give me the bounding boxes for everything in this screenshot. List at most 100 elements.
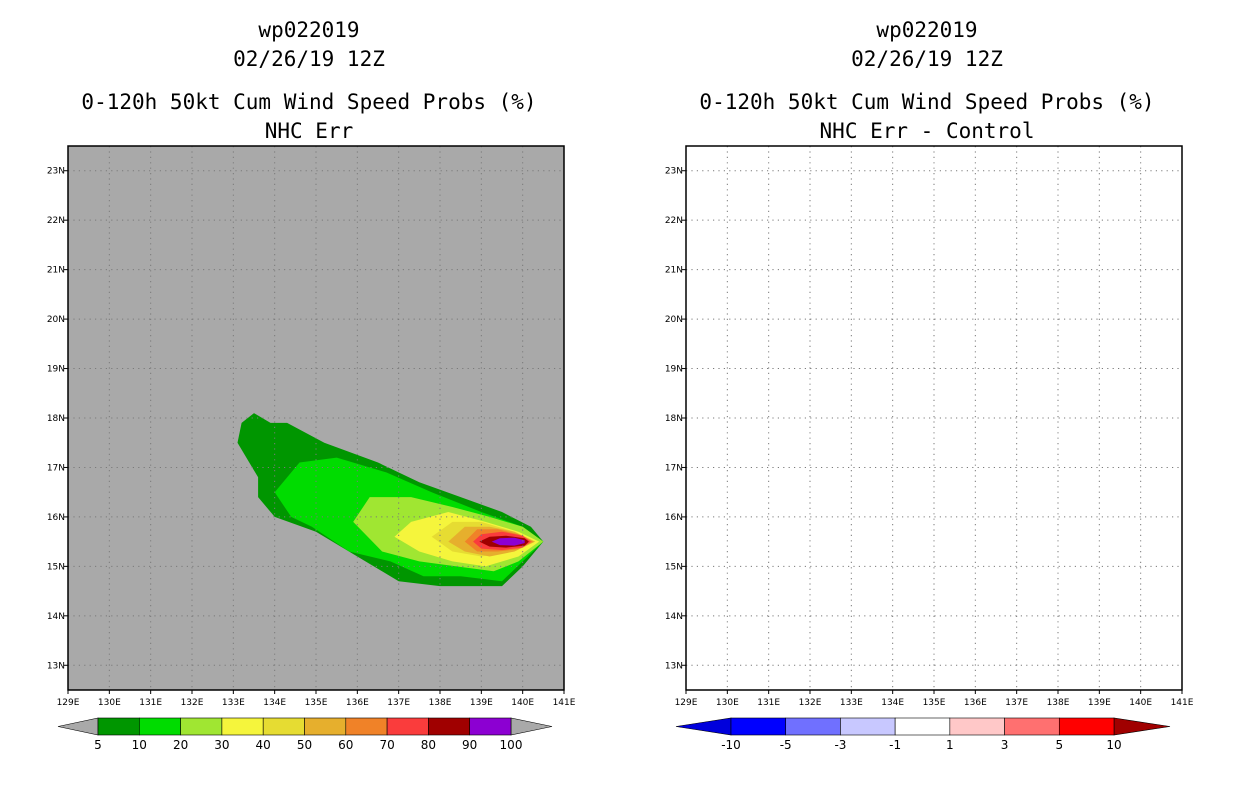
x-tick-label: 137E — [1005, 698, 1028, 708]
colorbar-swatch — [428, 717, 470, 736]
x-tick-label: 134E — [881, 698, 904, 708]
x-tick-label: 136E — [964, 698, 987, 708]
panel-left: wp022019 02/26/19 12Z 0-120h 50kt Cum Wi… — [47, 18, 576, 752]
colorbar-max-arrow — [510, 717, 553, 736]
colorbar-label: 100 — [500, 738, 523, 752]
x-tick-label: 138E — [429, 698, 452, 708]
y-tick-label: 20N — [665, 315, 683, 325]
y-tick-label: 19N — [47, 365, 65, 375]
colorbar: -10 -5 -3 -1 1 3 5 10 — [675, 717, 1171, 752]
y-tick-label: 13N — [665, 661, 683, 671]
colorbar-label: -1 — [889, 738, 901, 752]
plot-background — [68, 146, 564, 690]
x-tick-label: 136E — [346, 698, 369, 708]
y-tick-label: 17N — [665, 463, 683, 473]
x-tick-label: 138E — [1047, 698, 1070, 708]
x-tick-label: 132E — [799, 698, 822, 708]
y-tick-label: 23N — [47, 167, 65, 177]
y-tick-label: 14N — [47, 612, 65, 622]
colorbar-swatch — [840, 717, 896, 736]
colorbar-min-arrow — [675, 717, 732, 736]
colorbar-label: 1 — [946, 738, 954, 752]
x-tick-label: 139E — [470, 698, 493, 708]
x-tick-label: 129E — [675, 698, 698, 708]
chart-subtitle: NHC Err - Control — [820, 119, 1035, 143]
y-axis-ticks: 23N 22N 21N 20N 19N 18N 17N 16N 15N 14N 13N — [47, 167, 68, 671]
x-tick-label: 137E — [387, 698, 410, 708]
x-tick-label: 131E — [139, 698, 162, 708]
x-tick-label: 130E — [98, 698, 121, 708]
y-tick-label: 15N — [665, 562, 683, 572]
colorbar-swatch — [221, 717, 264, 736]
x-tick-label: 135E — [923, 698, 946, 708]
colorbar-swatch — [894, 717, 951, 736]
colorbar-label: 3 — [1001, 738, 1009, 752]
y-tick-label: 21N — [665, 266, 683, 276]
y-tick-label: 22N — [665, 216, 683, 226]
colorbar-min-arrow — [57, 717, 99, 736]
y-tick-label: 17N — [47, 463, 65, 473]
y-tick-label: 16N — [665, 513, 683, 523]
x-tick-label: 140E — [1129, 698, 1152, 708]
storm-id-label: wp022019 — [258, 18, 359, 42]
y-tick-label: 23N — [665, 167, 683, 177]
y-tick-label: 14N — [665, 612, 683, 622]
colorbar-swatch — [1058, 717, 1115, 736]
colorbar-swatch — [262, 717, 305, 736]
x-tick-label: 133E — [222, 698, 245, 708]
storm-id-label: wp022019 — [876, 18, 977, 42]
plot-background — [686, 146, 1182, 690]
y-tick-label: 20N — [47, 315, 65, 325]
colorbar-swatch — [1004, 717, 1060, 736]
colorbar-swatch — [345, 717, 388, 736]
chart-title: 0-120h 50kt Cum Wind Speed Probs (%) — [699, 90, 1154, 114]
colorbar-label: 50 — [297, 738, 312, 752]
colorbar-label: 10 — [1106, 738, 1121, 752]
colorbar-swatch — [97, 717, 140, 736]
panel-right: wp022019 02/26/19 12Z 0-120h 50kt Cum Wi… — [665, 18, 1194, 752]
x-tick-label: 134E — [263, 698, 286, 708]
y-tick-label: 18N — [665, 414, 683, 424]
colorbar-swatch — [785, 717, 841, 736]
colorbar-label: 30 — [214, 738, 229, 752]
x-tick-label: 130E — [716, 698, 739, 708]
chart-subtitle: NHC Err — [265, 119, 354, 143]
x-tick-label: 141E — [553, 698, 576, 708]
colorbar-label: 70 — [379, 738, 394, 752]
colorbar-swatch — [139, 717, 181, 736]
y-axis-ticks: 23N 22N 21N 20N 19N 18N 17N 16N 15N 14N 13N — [665, 167, 686, 671]
colorbar-swatch — [304, 717, 347, 736]
colorbar-swatch — [730, 717, 787, 736]
y-tick-label: 16N — [47, 513, 65, 523]
colorbar-swatch — [180, 717, 223, 736]
colorbar-label: 60 — [338, 738, 353, 752]
y-tick-label: 15N — [47, 562, 65, 572]
colorbar-label: -5 — [780, 738, 792, 752]
colorbar-label: 5 — [1055, 738, 1063, 752]
x-tick-label: 139E — [1088, 698, 1111, 708]
colorbar-swatch — [386, 717, 429, 736]
x-tick-label: 135E — [305, 698, 328, 708]
colorbar: 5 10 20 30 40 50 60 70 80 90 100 — [57, 717, 553, 752]
colorbar-swatch — [469, 717, 512, 736]
x-axis-ticks: 129E 130E 131E 132E 133E 134E 135E 136E 137E 138E… — [57, 690, 576, 708]
contour-90-percent — [491, 537, 525, 546]
x-tick-label: 129E — [57, 698, 80, 708]
x-axis-ticks: 129E 130E 131E 132E 133E 134E 135E 136E 137E 138E… — [675, 690, 1194, 708]
colorbar-label: 20 — [173, 738, 188, 752]
y-tick-label: 22N — [47, 216, 65, 226]
colorbar-label: 10 — [132, 738, 147, 752]
y-tick-label: 13N — [47, 661, 65, 671]
date-label: 02/26/19 12Z — [851, 47, 1003, 71]
colorbar-label: -10 — [721, 738, 741, 752]
colorbar-max-arrow — [1113, 717, 1171, 736]
colorbar-swatch — [949, 717, 1005, 736]
probability-contours — [237, 413, 544, 587]
x-tick-label: 132E — [181, 698, 204, 708]
colorbar-label: 90 — [462, 738, 477, 752]
y-tick-label: 21N — [47, 266, 65, 276]
x-tick-label: 131E — [757, 698, 780, 708]
date-label: 02/26/19 12Z — [233, 47, 385, 71]
colorbar-label: 5 — [94, 738, 102, 752]
